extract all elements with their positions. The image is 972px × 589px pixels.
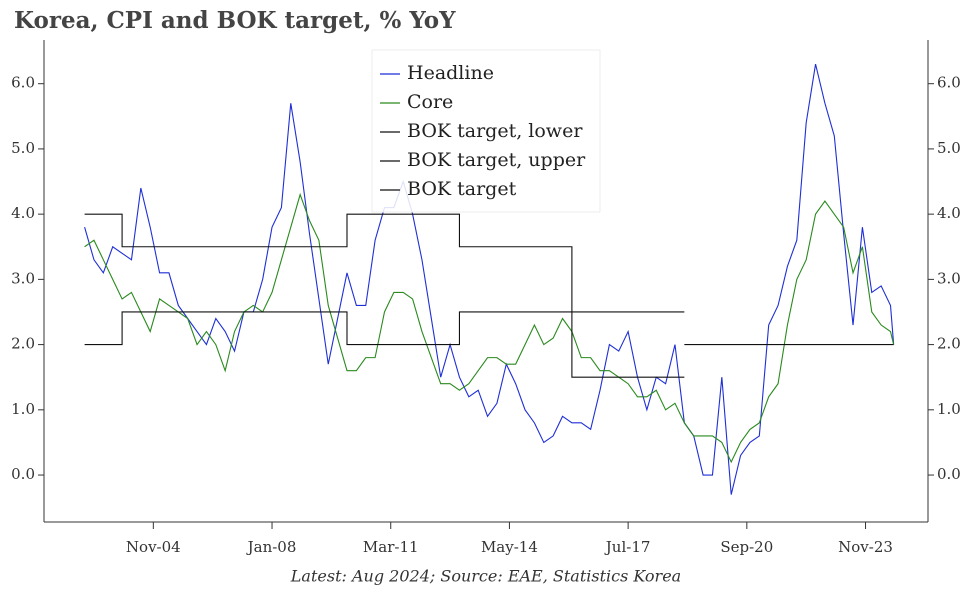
- legend-label: BOK target, lower: [407, 120, 583, 142]
- y2-tick-label: 3.0: [937, 269, 961, 287]
- footnote: Latest: Aug 2024; Source: EAE, Statistic…: [290, 567, 681, 586]
- y-tick-label: 0.0: [11, 465, 35, 483]
- y2-tick-label: 1.0: [937, 400, 961, 418]
- series-line: [84, 192, 895, 464]
- y2-tick-label: 4.0: [937, 204, 961, 222]
- legend-label: BOK target: [407, 178, 517, 200]
- y-tick-label: 4.0: [11, 204, 35, 222]
- plot-area: [84, 64, 895, 495]
- y2-tick-label: 6.0: [937, 74, 961, 92]
- x-tick-label: Mar-11: [363, 538, 419, 556]
- y-tick-label: 2.0: [11, 335, 35, 353]
- legend-box: [371, 49, 601, 213]
- series-line: [84, 311, 685, 378]
- y2-tick-label: 0.0: [937, 465, 961, 483]
- legend-label: Headline: [407, 62, 494, 84]
- y2-tick-label: 2.0: [937, 335, 961, 353]
- legend-label: Core: [407, 91, 453, 113]
- y-tick-label: 3.0: [11, 269, 35, 287]
- x-tick-label: Jul-17: [604, 538, 651, 556]
- y-tick-label: 1.0: [11, 400, 35, 418]
- legend-label: BOK target, upper: [407, 149, 586, 171]
- chart-title: Korea, CPI and BOK target, % YoY: [14, 7, 456, 34]
- y-tick-label: 5.0: [11, 139, 35, 157]
- y-tick-label: 6.0: [11, 74, 35, 92]
- y2-tick-label: 5.0: [937, 139, 961, 157]
- x-tick-label: May-14: [481, 538, 538, 556]
- x-tick-label: Nov-04: [126, 538, 181, 556]
- x-tick-label: Sep-20: [720, 538, 773, 556]
- series-line: [84, 64, 895, 495]
- series-line: [84, 213, 685, 313]
- x-tick-label: Nov-23: [838, 538, 893, 556]
- x-tick-label: Jan-08: [246, 538, 297, 556]
